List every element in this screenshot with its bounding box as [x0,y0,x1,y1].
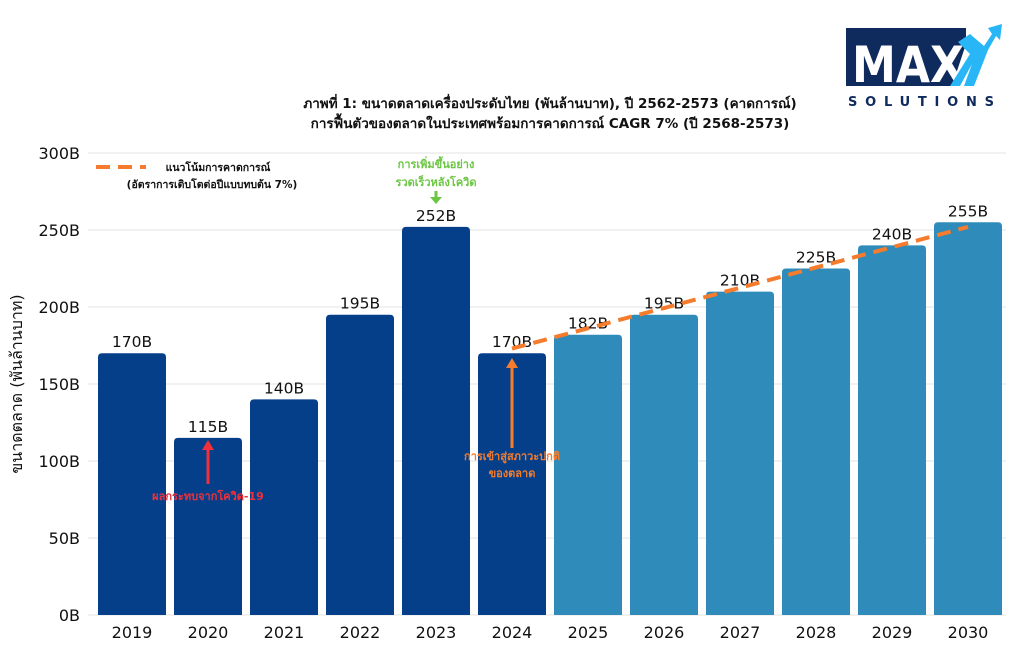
annotation-text: ผลกระทบจากโควิด-19 [152,489,264,503]
y-tick-label: 300B [38,144,80,163]
logo-sub-text: SOLUTIONS [848,95,994,110]
annotation-text: การเข้าสู่สภาวะปกติ [464,450,560,464]
x-tick-label: 2019 [112,623,153,642]
y-tick-label: 0B [59,606,80,625]
y-tick-label: 200B [38,298,80,317]
x-tick-label: 2021 [264,623,305,642]
brand-logo: MAX SOLUTIONS [846,24,1002,110]
bar-2023 [402,226,470,616]
arrow-down-icon [430,197,442,204]
logo-main-text: MAX [852,36,964,94]
chart-title: ภาพที่ 1: ขนาดตลาดเครื่องประดับไทย (พันล… [303,96,797,112]
annotation-text: รวดเร็วหลังโควิด [395,175,476,189]
value-label: 115B [188,418,228,436]
value-label: 195B [340,295,380,313]
value-label: 195B [644,295,684,313]
chart-subtitle: การฟื้นตัวของตลาดในประเทศพร้อมการคาดการณ… [310,116,790,132]
x-tick-label: 2029 [872,623,913,642]
value-label: 210B [720,272,760,290]
bar-2028 [782,268,850,615]
bar-2019 [98,353,166,615]
x-tick-label: 2022 [340,623,381,642]
legend-trend-label: แนวโน้มการคาดการณ์ [166,161,271,174]
logo-backdrop [846,28,966,86]
x-tick-label: 2030 [948,623,989,642]
x-tick-label: 2025 [568,623,609,642]
x-tick-label: 2024 [492,623,533,642]
y-tick-label: 150B [38,375,80,394]
y-axis-label: ขนาดตลาด (พันล้านบาท) [7,294,26,473]
x-tick-label: 2027 [720,623,761,642]
bar-2027 [706,291,774,615]
value-label: 170B [112,333,152,351]
value-label: 252B [416,207,456,225]
x-tick-label: 2026 [644,623,685,642]
logo-arrow-icon [950,24,1002,86]
value-label: 240B [872,225,912,243]
x-tick-label: 2023 [416,623,457,642]
arrow-up-icon [202,440,214,450]
trend-line [511,224,969,351]
x-tick-label: 2020 [188,623,229,642]
y-tick-label: 50B [49,529,80,548]
legend-trend-label-sub: (อัตราการเติบโตต่อปีแบบทบต้น 7%) [127,178,298,191]
bar-2022 [326,314,394,615]
bar-2024 [478,353,546,615]
bar-2020 [174,437,242,615]
bar-2025 [554,334,622,615]
value-label: 225B [796,249,836,267]
bar-2021 [250,399,318,615]
value-label: 182B [568,315,608,333]
bar-2029 [858,245,926,615]
x-tick-label: 2028 [796,623,837,642]
y-tick-label: 100B [38,452,80,471]
y-tick-label: 250B [38,221,80,240]
arrow-up-icon [506,358,518,368]
bar-2030 [934,222,1002,616]
value-label: 255B [948,202,988,220]
bar-2026 [630,314,698,615]
annotation-text: การเพิ่มขึ้นอย่าง [398,156,475,171]
value-label: 140B [264,379,304,397]
annotation-text: ของตลาด [489,467,536,480]
